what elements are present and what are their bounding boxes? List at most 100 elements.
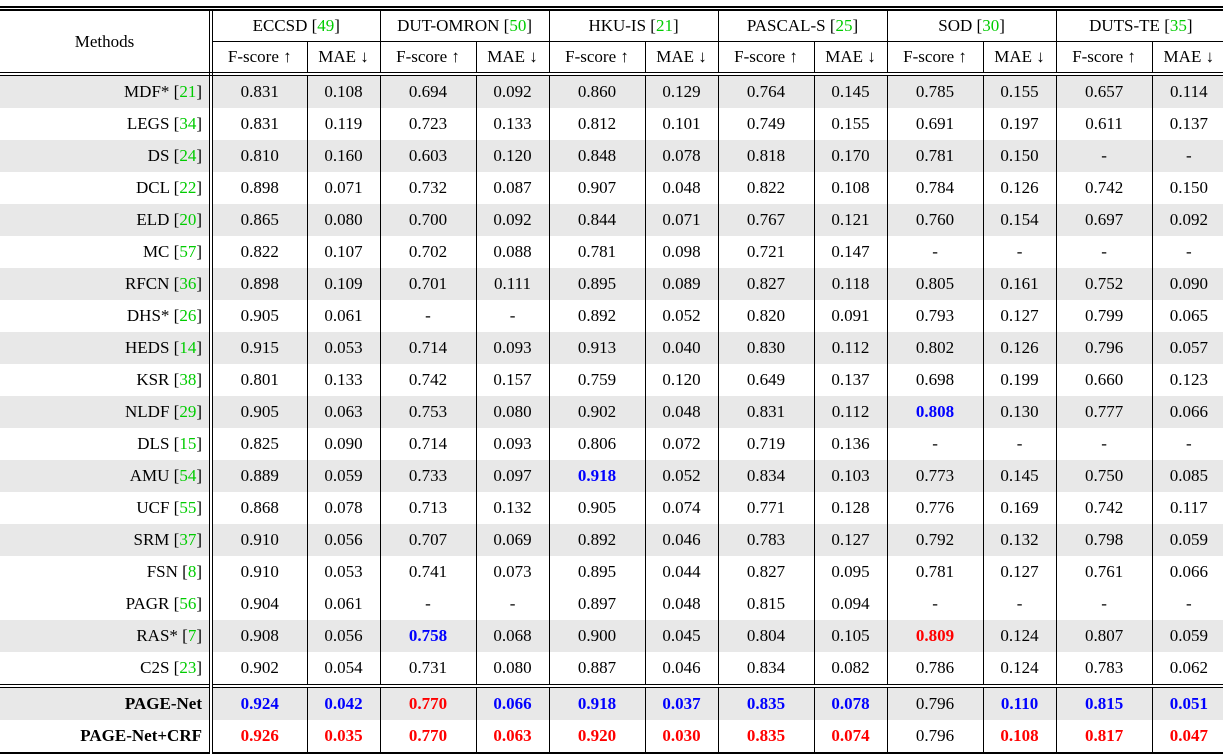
- mae-subheader: MAE ↓: [475, 41, 550, 76]
- citation-ref[interactable]: 29: [179, 402, 197, 421]
- table-row: UCF [55] 0.868 0.078 0.713 0.132 0.905 0.074 0.…: [0, 492, 1223, 524]
- value-cell: 0.603: [379, 140, 477, 172]
- benchmark-results-table: Methods ECCSD [49] DUT-OMRON [50] HKU-IS […: [0, 6, 1223, 754]
- method-cell: RFCN [36]: [0, 268, 213, 300]
- method-label: DHS*: [126, 306, 170, 325]
- value-cell: 0.121: [813, 204, 888, 236]
- fscore-subheader: F-score ↑: [379, 41, 477, 76]
- dataset-header: HKU-IS [21]: [548, 8, 719, 42]
- citation-ref[interactable]: 21: [655, 16, 673, 35]
- fscore-subheader: F-score ↑: [886, 41, 984, 76]
- value-cell: 0.812: [548, 108, 646, 140]
- value-cell: 0.046: [644, 524, 719, 556]
- value-cell: 0.781: [548, 236, 646, 268]
- value-cell: -: [379, 588, 477, 620]
- table-row: PAGE-Net 0.924 0.042 0.770 0.066 0.918 0.037 0.…: [0, 684, 1223, 720]
- value-cell: 0.044: [644, 556, 719, 588]
- dataset-name: DUTS-TE: [1089, 16, 1160, 35]
- value-cell: 0.770: [379, 720, 477, 753]
- value-cell: 0.771: [717, 492, 815, 524]
- value-cell: 0.809: [886, 620, 984, 652]
- dataset-name: SOD: [938, 16, 973, 35]
- citation-ref[interactable]: 37: [179, 530, 197, 549]
- value-cell: 0.150: [1151, 172, 1223, 204]
- value-cell: 0.048: [644, 588, 719, 620]
- citation-ref[interactable]: 56: [179, 594, 197, 613]
- citation-ref[interactable]: 49: [317, 16, 335, 35]
- value-cell: -: [475, 300, 550, 332]
- value-cell: 0.897: [548, 588, 646, 620]
- value-cell: 0.126: [982, 172, 1057, 204]
- value-cell: 0.721: [717, 236, 815, 268]
- method-label: RAS*: [136, 626, 178, 645]
- citation-ref[interactable]: 7: [187, 626, 197, 645]
- citation-ref[interactable]: 36: [179, 274, 197, 293]
- value-cell: 0.123: [1151, 364, 1223, 396]
- value-cell: 0.095: [813, 556, 888, 588]
- value-cell: 0.783: [717, 524, 815, 556]
- citation-ref[interactable]: 23: [179, 658, 197, 677]
- citation-ref[interactable]: 34: [179, 114, 197, 133]
- value-cell: 0.786: [886, 652, 984, 686]
- value-cell: 0.108: [306, 74, 381, 108]
- value-cell: 0.053: [306, 556, 381, 588]
- value-cell: 0.700: [379, 204, 477, 236]
- value-cell: 0.037: [644, 684, 719, 720]
- citation-ref[interactable]: 54: [179, 466, 197, 485]
- method-label: HEDS: [125, 338, 170, 357]
- value-cell: 0.783: [1055, 652, 1153, 686]
- value-cell: 0.913: [548, 332, 646, 364]
- citation-ref[interactable]: 14: [179, 338, 197, 357]
- citation-ref[interactable]: 21: [179, 82, 197, 101]
- value-cell: 0.093: [475, 428, 550, 460]
- value-cell: 0.051: [1151, 684, 1223, 720]
- mae-subheader: MAE ↓: [306, 41, 381, 76]
- value-cell: -: [1151, 140, 1223, 172]
- value-cell: 0.052: [644, 300, 719, 332]
- method-cell: PAGE-Net: [0, 684, 213, 720]
- value-cell: 0.069: [475, 524, 550, 556]
- citation-ref[interactable]: 25: [835, 16, 853, 35]
- method-label: MDF*: [124, 82, 170, 101]
- citation-ref[interactable]: 30: [982, 16, 1000, 35]
- value-cell: 0.764: [717, 74, 815, 108]
- value-cell: 0.132: [475, 492, 550, 524]
- value-cell: 0.905: [210, 300, 307, 332]
- value-cell: 0.801: [210, 364, 307, 396]
- citation-ref[interactable]: 50: [509, 16, 527, 35]
- citation-ref[interactable]: 22: [179, 178, 197, 197]
- method-label: ELD: [136, 210, 170, 229]
- value-cell: 0.091: [813, 300, 888, 332]
- citation-ref[interactable]: 26: [179, 306, 197, 325]
- method-label: NLDF: [125, 402, 170, 421]
- value-cell: 0.752: [1055, 268, 1153, 300]
- value-cell: 0.895: [548, 556, 646, 588]
- value-cell: 0.926: [210, 720, 307, 753]
- citation-ref[interactable]: 15: [179, 434, 197, 453]
- value-cell: 0.105: [813, 620, 888, 652]
- citation-ref[interactable]: 38: [179, 370, 197, 389]
- value-cell: 0.145: [813, 74, 888, 108]
- citation-ref[interactable]: 55: [179, 498, 197, 517]
- value-cell: -: [982, 236, 1057, 268]
- value-cell: 0.742: [379, 364, 477, 396]
- value-cell: 0.080: [475, 396, 550, 428]
- value-cell: 0.059: [1151, 524, 1223, 556]
- value-cell: 0.805: [886, 268, 984, 300]
- method-label: AMU: [129, 466, 170, 485]
- value-cell: 0.698: [886, 364, 984, 396]
- dataset-header-row: Methods ECCSD [49] DUT-OMRON [50] HKU-IS […: [0, 8, 1223, 76]
- value-cell: 0.758: [379, 620, 477, 652]
- method-label: KSR: [136, 370, 170, 389]
- value-cell: 0.137: [1151, 108, 1223, 140]
- citation-ref[interactable]: 20: [179, 210, 197, 229]
- citation-ref[interactable]: 35: [1169, 16, 1187, 35]
- method-cell: SRM [37]: [0, 524, 213, 556]
- citation-ref[interactable]: 24: [179, 146, 197, 165]
- value-cell: 0.796: [886, 720, 984, 753]
- method-label: SRM: [133, 530, 170, 549]
- citation-ref[interactable]: 57: [179, 242, 197, 261]
- citation-ref[interactable]: 8: [187, 562, 197, 581]
- value-cell: -: [1055, 588, 1153, 620]
- value-cell: 0.834: [717, 652, 815, 686]
